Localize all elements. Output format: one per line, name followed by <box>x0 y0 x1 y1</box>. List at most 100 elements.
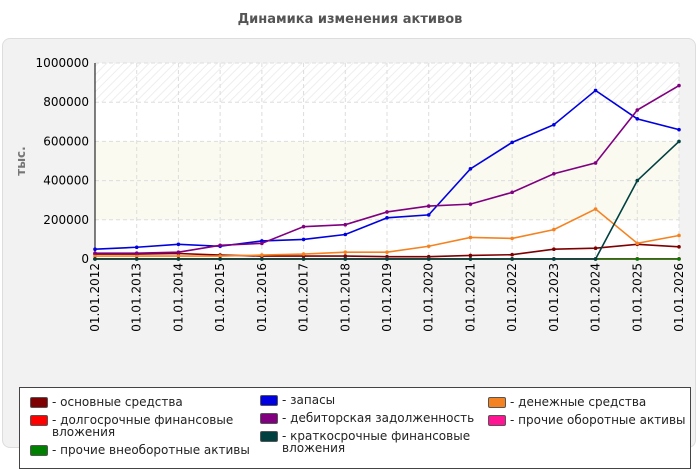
x-tick-label: 01.01.2012 <box>88 263 102 332</box>
series-point <box>552 257 556 261</box>
series-point <box>385 257 389 261</box>
series-point <box>301 257 306 261</box>
x-tick-label: 01.01.2015 <box>213 263 227 332</box>
series-point <box>385 210 389 214</box>
series-point <box>343 254 348 258</box>
series-point <box>385 216 389 220</box>
x-tick-label: 01.01.2014 <box>171 263 185 332</box>
x-tick-label: 01.01.2023 <box>547 263 561 332</box>
series-point <box>343 232 348 237</box>
series-point <box>176 242 181 247</box>
series-point <box>510 252 514 257</box>
series-point <box>176 254 181 258</box>
legend-label: - денежные средства <box>510 395 647 409</box>
series-point <box>552 122 556 127</box>
legend-swatch <box>260 413 278 424</box>
x-tick-label: 01.01.2020 <box>422 263 436 332</box>
series-point <box>510 190 514 195</box>
x-tick-label: 01.01.2025 <box>630 263 644 332</box>
series-point <box>385 250 389 254</box>
legend-item-denezhnye-sredstva: - денежные средства <box>488 396 688 408</box>
series-point <box>343 257 348 261</box>
x-tick-label: 01.01.2026 <box>672 263 686 332</box>
series-point <box>677 83 681 88</box>
series-point <box>93 254 97 258</box>
series-point <box>301 237 306 242</box>
series-point <box>134 257 139 261</box>
y-tick-label: 800000 <box>43 95 89 109</box>
x-tick-label: 01.01.2017 <box>297 263 311 332</box>
legend-item-osnovnye-sredstva: - основные средства <box>30 396 245 408</box>
series-point <box>552 247 556 251</box>
plot-band-top <box>95 63 679 103</box>
series-point <box>134 254 139 258</box>
x-tick-label: 01.01.2013 <box>130 263 144 332</box>
series-point <box>343 250 348 254</box>
x-tick-label: 01.01.2019 <box>380 263 394 332</box>
series-point <box>426 204 431 208</box>
legend-label: - запасы <box>282 393 336 407</box>
series-point <box>468 257 473 261</box>
y-tick-label: 600000 <box>43 134 89 148</box>
series-point <box>510 236 514 241</box>
series-point <box>260 257 264 261</box>
x-tick-label: 01.01.2024 <box>589 263 603 332</box>
legend-label: - долгосрочные финансовые вложения <box>52 413 234 439</box>
series-point <box>343 222 348 227</box>
series-point <box>218 257 222 261</box>
series-point <box>426 213 431 217</box>
legend-swatch <box>30 415 48 426</box>
x-tick-label: 01.01.2022 <box>505 263 519 332</box>
series-point <box>510 140 514 145</box>
series-point <box>301 252 306 256</box>
series-point <box>593 246 598 251</box>
series-point <box>635 178 640 183</box>
chart-title: Динамика изменения активов <box>237 12 463 27</box>
series-point <box>677 257 681 261</box>
legend-label: - основные средства <box>52 395 183 409</box>
series-point <box>635 257 640 261</box>
series-point <box>677 233 681 238</box>
legend-swatch <box>488 397 506 408</box>
y-tick-label: 1000000 <box>36 56 89 70</box>
series-point <box>176 257 181 261</box>
series-point <box>635 108 640 112</box>
series-point <box>677 245 681 249</box>
series-point <box>426 244 431 249</box>
series-point <box>468 167 473 171</box>
legend: - основные средства - запасы - денежные … <box>19 387 691 469</box>
series-point <box>218 243 222 248</box>
series-point <box>468 202 473 206</box>
series-point <box>468 253 473 258</box>
x-tick-label: 01.01.2021 <box>463 263 477 332</box>
series-point <box>426 257 431 261</box>
series-point <box>552 227 556 232</box>
series-point <box>635 241 640 246</box>
chart-svg: 0 200000 400000 600000 800000 1000000 01.01.20… <box>14 56 686 332</box>
series-point <box>93 251 97 255</box>
legend-item-zapasy: - запасы <box>260 394 475 406</box>
legend-item-prochie-vneoborotnye-aktivy: - прочие внеоборотные активы <box>30 444 255 456</box>
series-point <box>260 253 264 257</box>
series-point <box>552 171 556 176</box>
legend-item-kratkosrochnye-vlozheniya: - краткосрочные финансовые вложения <box>260 430 480 454</box>
series-point <box>593 257 598 261</box>
y-tick-label: 0 <box>81 252 89 266</box>
series-point <box>301 224 306 229</box>
series-point <box>134 245 139 250</box>
series-point <box>593 161 598 165</box>
legend-label: - дебиторская задолженность <box>282 411 475 425</box>
legend-swatch <box>30 397 48 408</box>
legend-label: - прочие оборотные активы <box>510 413 686 427</box>
series-point <box>510 257 514 261</box>
series-point <box>218 254 222 258</box>
x-tick-label: 01.01.2018 <box>338 263 352 332</box>
series-point <box>260 241 264 246</box>
series-point <box>593 207 598 211</box>
y-axis-title: тыс. <box>14 146 28 175</box>
series-point <box>134 251 139 255</box>
y-tick-label: 400000 <box>43 174 89 188</box>
legend-item-dolgosrochnye-vlozheniya: - долгосрочные финансовые вложения <box>30 414 245 438</box>
legend-swatch <box>488 415 506 426</box>
series-point <box>93 247 97 251</box>
